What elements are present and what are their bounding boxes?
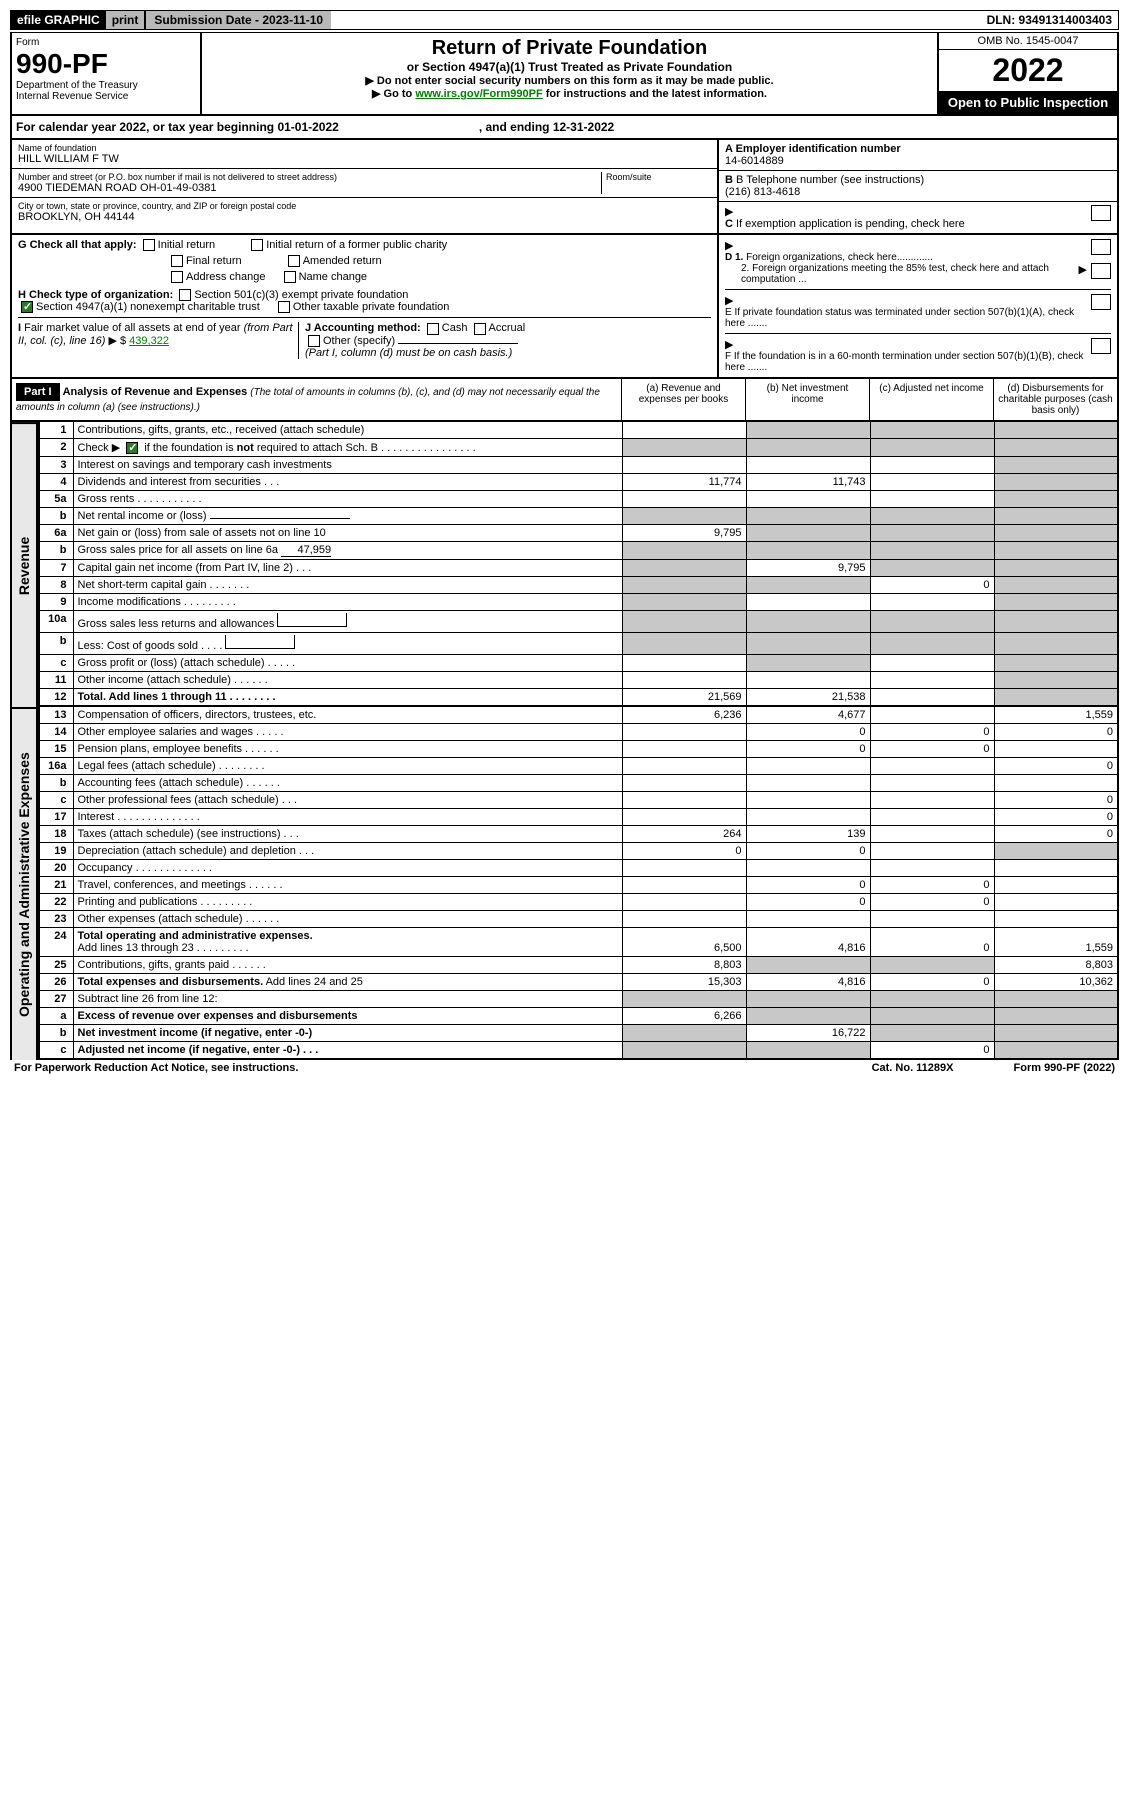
f-checkbox[interactable] <box>1091 338 1111 354</box>
paperwork-notice: For Paperwork Reduction Act Notice, see … <box>14 1062 298 1074</box>
arrow-icon: ▶ <box>725 206 733 218</box>
calendar-year-row: For calendar year 2022, or tax year begi… <box>10 116 1119 140</box>
schb-checkbox[interactable] <box>126 442 138 454</box>
dln: DLN: 93491314003403 <box>981 11 1118 29</box>
efile-label: efile GRAPHIC <box>11 11 106 29</box>
form-number: 990-PF <box>16 48 196 80</box>
form-title: Return of Private Foundation <box>206 37 933 60</box>
final-return-checkbox[interactable] <box>171 255 183 267</box>
print-label[interactable]: print <box>106 11 145 29</box>
omb-number: OMB No. 1545-0047 <box>939 33 1117 50</box>
d1-checkbox[interactable] <box>1091 239 1111 255</box>
h-label: H Check type of organization: <box>18 289 173 301</box>
form-word: Form <box>16 37 196 48</box>
form-subtitle: or Section 4947(a)(1) Trust Treated as P… <box>206 60 933 74</box>
open-inspection: Open to Public Inspection <box>939 91 1117 114</box>
submission-date: Submission Date - 2023-11-10 <box>144 11 331 29</box>
col-b-header: (b) Net investment income <box>745 379 869 420</box>
addr-label: Number and street (or P.O. box number if… <box>18 172 601 182</box>
e-checkbox[interactable] <box>1091 294 1111 310</box>
irs-link[interactable]: www.irs.gov/Form990PF <box>415 88 542 100</box>
e-label: E If private foundation status was termi… <box>725 307 1111 329</box>
other-taxable-checkbox[interactable] <box>278 301 290 313</box>
revenue-label: Revenue <box>10 422 38 707</box>
name-label: Name of foundation <box>18 143 711 153</box>
part1-title: Analysis of Revenue and Expenses <box>63 386 248 398</box>
note-2: ▶ Go to www.irs.gov/Form990PF for instru… <box>206 87 933 100</box>
top-bar: efile GRAPHIC print Submission Date - 20… <box>10 10 1119 30</box>
street-address: 4900 TIEDEMAN ROAD OH-01-49-0381 <box>18 182 601 194</box>
opex-label: Operating and Administrative Expenses <box>10 707 38 1060</box>
part1-header-row: Part I Analysis of Revenue and Expenses … <box>10 379 1119 422</box>
name-change-checkbox[interactable] <box>284 271 296 283</box>
phone-label: B B Telephone number (see instructions) <box>725 174 1111 186</box>
entity-info: Name of foundation HILL WILLIAM F TW Num… <box>10 140 1119 235</box>
part1-badge: Part I <box>16 383 60 401</box>
d2-label: 2. Foreign organizations meeting the 85%… <box>725 263 1111 285</box>
4947-checkbox[interactable] <box>21 301 33 313</box>
d2-checkbox[interactable] <box>1091 263 1111 279</box>
irs-label: Internal Revenue Service <box>16 91 196 102</box>
ein-value: 14-6014889 <box>725 155 1111 167</box>
c-checkbox[interactable] <box>1091 205 1111 221</box>
501c3-checkbox[interactable] <box>179 289 191 301</box>
note-1: ▶ Do not enter social security numbers o… <box>206 74 933 87</box>
dept-label: Department of the Treasury <box>16 80 196 91</box>
col-a-header: (a) Revenue and expenses per books <box>621 379 745 420</box>
c-label: C If exemption application is pending, c… <box>725 218 1111 230</box>
foundation-name: HILL WILLIAM F TW <box>18 153 711 165</box>
revenue-table: 1Contributions, gifts, grants, etc., rec… <box>38 422 1119 707</box>
catalog-number: Cat. No. 11289X <box>872 1062 954 1074</box>
fmv-value[interactable]: 439,322 <box>129 335 169 347</box>
initial-public-checkbox[interactable] <box>251 239 263 251</box>
d1-label: D 1. Foreign organizations, check here..… <box>725 252 1111 263</box>
f-label: F If the foundation is in a 60-month ter… <box>725 351 1111 373</box>
cash-checkbox[interactable] <box>427 323 439 335</box>
g-label: G Check all that apply: <box>18 239 137 251</box>
checks-block: G Check all that apply: Initial return I… <box>10 235 1119 379</box>
form-ref: Form 990-PF (2022) <box>1014 1062 1116 1074</box>
city-state-zip: BROOKLYN, OH 44144 <box>18 211 711 223</box>
initial-return-checkbox[interactable] <box>143 239 155 251</box>
ein-label: A Employer identification number <box>725 143 1111 155</box>
expenses-table: 13Compensation of officers, directors, t… <box>38 707 1119 1060</box>
room-label: Room/suite <box>606 172 711 182</box>
amended-checkbox[interactable] <box>288 255 300 267</box>
page-footer: For Paperwork Reduction Act Notice, see … <box>10 1060 1119 1076</box>
phone-value: (216) 813-4618 <box>725 186 1111 198</box>
accrual-checkbox[interactable] <box>474 323 486 335</box>
col-d-header: (d) Disbursements for charitable purpose… <box>993 379 1117 420</box>
form-header: Form 990-PF Department of the Treasury I… <box>10 32 1119 116</box>
other-method-checkbox[interactable] <box>308 335 320 347</box>
city-label: City or town, state or province, country… <box>18 201 711 211</box>
col-c-header: (c) Adjusted net income <box>869 379 993 420</box>
address-change-checkbox[interactable] <box>171 271 183 283</box>
tax-year: 2022 <box>939 50 1117 91</box>
